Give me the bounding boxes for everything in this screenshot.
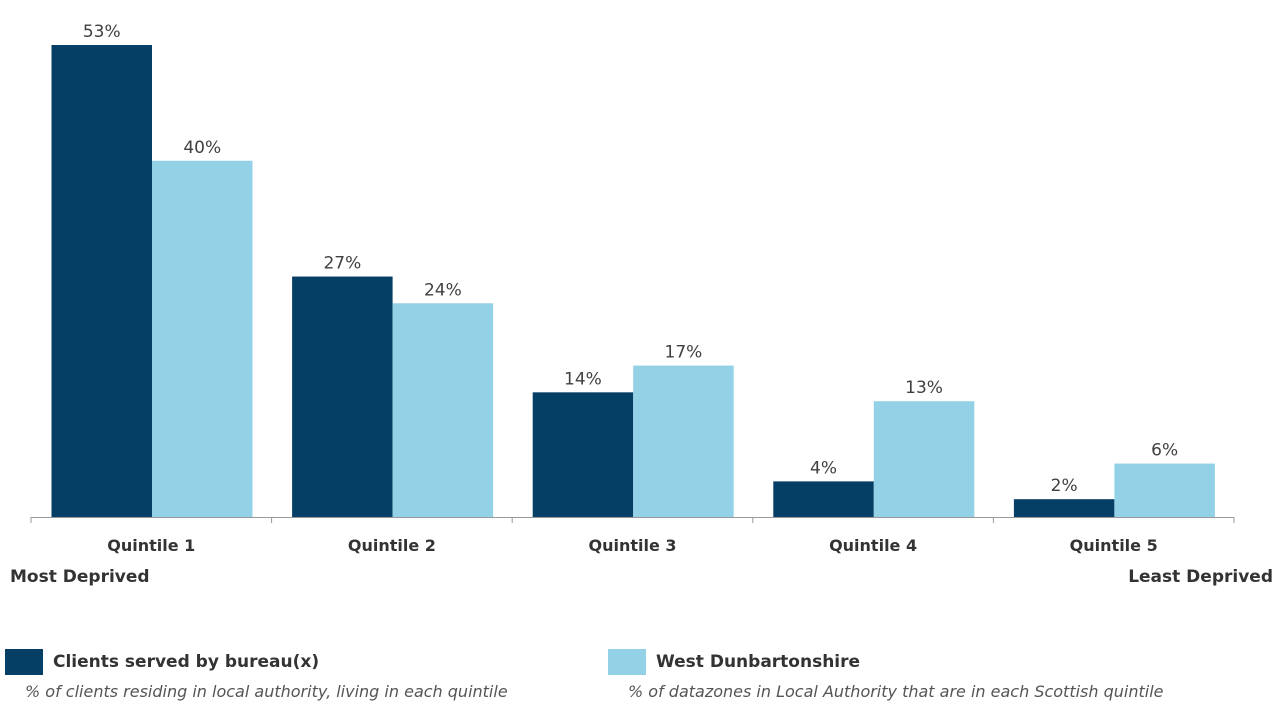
x-axis-ticks — [30, 517, 1235, 523]
bar-quintile-3-series-1 — [532, 392, 634, 517]
data-label-quintile-3-series-2: 17% — [665, 343, 703, 363]
legend-swatch-west-dunbartonshire — [608, 649, 646, 675]
bar-quintile-1-series-1 — [51, 45, 152, 517]
data-label-quintile-3-series-1: 14% — [564, 369, 602, 389]
bar-quintile-5-series-2 — [1114, 463, 1215, 517]
category-label-quintile-5: Quintile 5 — [1070, 536, 1158, 555]
bar-quintile-2-series-2 — [392, 303, 494, 517]
bar-quintile-4-series-2 — [873, 401, 975, 517]
bar-quintile-2-series-1 — [292, 276, 393, 517]
category-label-quintile-1: Quintile 1 — [107, 536, 195, 555]
data-label-quintile-2-series-2: 24% — [424, 280, 462, 300]
legend-label-west-dunbartonshire: West Dunbartonshire — [656, 652, 861, 672]
legend-description-clients: % of clients residing in local authority… — [25, 682, 508, 701]
legend-description-west-dunbartonshire: % of datazones in Local Authority that a… — [628, 682, 1164, 701]
bars-layer — [51, 45, 1215, 517]
category-labels: Quintile 1 Quintile 2 Quintile 3 Quintile 4… — [107, 536, 1157, 555]
bar-quintile-3-series-2 — [633, 365, 734, 517]
data-label-quintile-5-series-1: 2% — [1051, 476, 1078, 496]
legend-swatch-clients — [5, 649, 43, 675]
data-label-quintile-2-series-1: 27% — [323, 254, 361, 274]
bar-quintile-4-series-1 — [773, 481, 874, 517]
data-label-quintile-4-series-2: 13% — [905, 378, 943, 398]
value-labels-layer: 53% 40% 27% 24% 14% 17% 4% 13% 2% 6% — [83, 22, 1178, 496]
category-label-quintile-2: Quintile 2 — [348, 536, 436, 555]
category-label-quintile-4: Quintile 4 — [829, 536, 917, 555]
most-deprived-label: Most Deprived — [10, 567, 150, 587]
category-label-quintile-3: Quintile 3 — [588, 536, 676, 555]
least-deprived-label: Least Deprived — [1128, 567, 1273, 587]
bar-chart: 53%40%27%24%14%17%4%13%2%6% Quintile 1 Qu… — [30, 22, 1235, 555]
data-label-quintile-1-series-1: 53% — [83, 22, 121, 42]
data-label-quintile-4-series-1: 4% — [810, 458, 837, 478]
bar-quintile-5-series-1 — [1013, 499, 1115, 517]
data-label-quintile-5-series-2: 6% — [1151, 441, 1178, 461]
data-label-quintile-1-series-2: 40% — [183, 138, 221, 158]
legend-label-clients: Clients served by bureau(x) — [53, 652, 320, 672]
bar-quintile-1-series-2 — [152, 160, 253, 517]
